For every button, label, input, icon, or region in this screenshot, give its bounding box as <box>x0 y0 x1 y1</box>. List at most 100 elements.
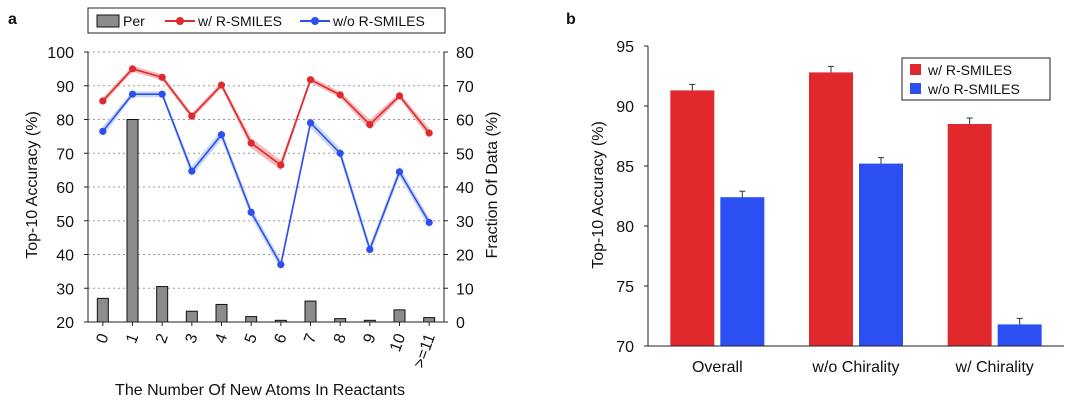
panel-a-y2-tick-label: 10 <box>456 281 474 298</box>
w-r-smiles-point <box>395 92 404 100</box>
legend-per-label: Per <box>123 13 145 29</box>
panel-a-y2-tick-label: 80 <box>456 45 474 62</box>
panel-a-x-tick-label: 4 <box>212 331 231 345</box>
panel-b-letter: b <box>566 11 576 28</box>
w-r-smiles-bar <box>670 90 715 347</box>
panel-a-legend: Per w/ R-SMILES w/o R-SMILES <box>87 7 446 34</box>
w-r-smiles-point <box>128 65 137 73</box>
wo-r-smiles-point <box>277 261 285 269</box>
panel-a-y2-tick-label: 30 <box>456 214 474 231</box>
per-bar <box>304 300 317 323</box>
w-r-smiles-point <box>277 161 285 169</box>
legend-w-r-smiles-marker <box>176 17 184 25</box>
panel-a-x-tick-label: 9 <box>361 331 380 345</box>
w-r-smiles-point <box>247 139 255 147</box>
wo-r-smiles-point <box>188 167 196 175</box>
panel-a-x-tick-label: 10 <box>387 331 409 354</box>
panel-a-y-axis-title: Top-10 Accuracy (%) <box>24 111 41 259</box>
panel-a-y-tick-label: 30 <box>56 281 74 298</box>
w-r-smiles-bar <box>947 124 992 346</box>
panel-b-x-tick-label: w/o Chirality <box>811 359 899 376</box>
wo-r-smiles-line <box>102 93 430 267</box>
panel-a-x-tick-label: >=11 <box>411 331 439 370</box>
legend-b-w-r-smiles-swatch <box>910 64 921 75</box>
legend-wo-r-smiles-marker <box>311 17 319 25</box>
panel-b-y-tick-label: 95 <box>616 39 634 56</box>
panel-b-y-tick-label: 70 <box>616 339 634 356</box>
panel-b-legend-box <box>901 57 1051 101</box>
wo-r-smiles-point <box>158 90 166 98</box>
per-bar <box>96 297 109 323</box>
legend-wo-r-smiles-label: w/o R-SMILES <box>332 13 425 29</box>
w-r-smiles-point <box>217 81 226 89</box>
panel-a-y-tick-label: 70 <box>56 146 74 163</box>
wo-r-smiles-point <box>306 119 315 127</box>
per-bar <box>245 316 258 323</box>
panel-a-y-tick-label: 60 <box>56 180 74 197</box>
panel-a-y-tick-label: 50 <box>56 214 74 231</box>
panel-b-y-tick-label: 80 <box>616 219 634 236</box>
panel-a-x-tick-label: 2 <box>153 331 172 345</box>
panel-a-y2-tick-label: 0 <box>456 315 465 332</box>
wo-r-smiles-bar <box>720 197 765 346</box>
per-bar <box>126 119 139 323</box>
per-bar <box>334 318 347 323</box>
panel-a-x-tick-label: 5 <box>242 331 261 345</box>
wo-r-smiles-point <box>395 168 404 176</box>
panel-a-x-tick-label: 6 <box>272 331 291 345</box>
w-r-smiles-point <box>99 97 107 105</box>
wo-r-smiles-point <box>99 127 107 135</box>
panel-a-x-tick-label: 8 <box>331 331 350 345</box>
panel-a-x-tick-label: 7 <box>301 331 320 345</box>
w-r-smiles-bar <box>809 72 853 347</box>
panel-a-x-tick-label: 0 <box>94 331 113 345</box>
legend-b-wo-r-smiles-label: w/o R-SMILES <box>927 81 1020 97</box>
panel-b-x-tick-label: Overall <box>692 359 743 376</box>
panel-a-y2-tick-label: 40 <box>456 180 474 197</box>
panel-b-legend: w/ R-SMILES w/o R-SMILES <box>901 57 1051 101</box>
panel-b-chart: 70 75 80 85 90 95 Overall w/o Chirality w/ Chira… <box>590 39 1064 376</box>
w-r-smiles-point <box>425 129 433 137</box>
per-bar <box>185 310 198 323</box>
legend-per-swatch <box>96 14 120 28</box>
panel-b-y-tick-label: 75 <box>616 279 634 296</box>
w-r-smiles-point <box>306 76 315 84</box>
panel-a-y-tick-label: 80 <box>56 113 74 130</box>
wo-r-smiles-point <box>128 90 137 98</box>
panel-a-y2-axis-title: Fraction Of Data (%) <box>484 112 501 259</box>
panel-a-x-axis-title: The Number Of New Atoms In Reactants <box>115 382 405 399</box>
panel-b-x-tick-label: w/ Chirality <box>955 359 1034 376</box>
w-r-smiles-line <box>102 67 430 167</box>
wo-r-smiles-point <box>366 245 374 254</box>
legend-b-w-r-smiles-label: w/ R-SMILES <box>927 62 1012 78</box>
w-r-smiles-point <box>366 120 374 129</box>
legend-w-r-smiles-label: w/ R-SMILES <box>197 13 282 29</box>
panel-a-y2-tick-label: 50 <box>456 146 474 163</box>
w-r-smiles-point <box>158 73 166 81</box>
wo-r-smiles-confidence-band <box>102 91 430 270</box>
wo-r-smiles-point <box>247 208 255 216</box>
wo-r-smiles-bar <box>859 163 903 346</box>
per-bar <box>393 309 406 323</box>
wo-r-smiles-point <box>425 218 433 227</box>
per-bar <box>156 286 169 323</box>
panel-b-y-axis-title: Top-10 Accuracy (%) <box>590 121 607 269</box>
panel-b-y-tick-label: 90 <box>616 99 634 116</box>
panel-a-x-tick-label: 1 <box>123 331 142 345</box>
panel-a-y-tick-label: 20 <box>56 315 74 332</box>
w-r-smiles-point <box>336 91 344 99</box>
panel-a-letter: a <box>8 11 17 28</box>
panel-a-y-tick-label: 100 <box>47 45 74 62</box>
panel-a-legend-box <box>87 7 446 34</box>
w-r-smiles-point <box>188 112 196 120</box>
panel-b-y-tick-label: 85 <box>616 159 634 176</box>
panel-a-y2-tick-label: 20 <box>456 248 474 265</box>
per-bar <box>423 317 436 323</box>
panel-a-y-tick-label: 90 <box>56 79 74 96</box>
panel-a-y2-tick-label: 60 <box>456 113 474 130</box>
per-bar <box>215 303 228 323</box>
wo-r-smiles-point <box>336 149 344 157</box>
panel-a-x-tick-label: 3 <box>183 331 202 345</box>
